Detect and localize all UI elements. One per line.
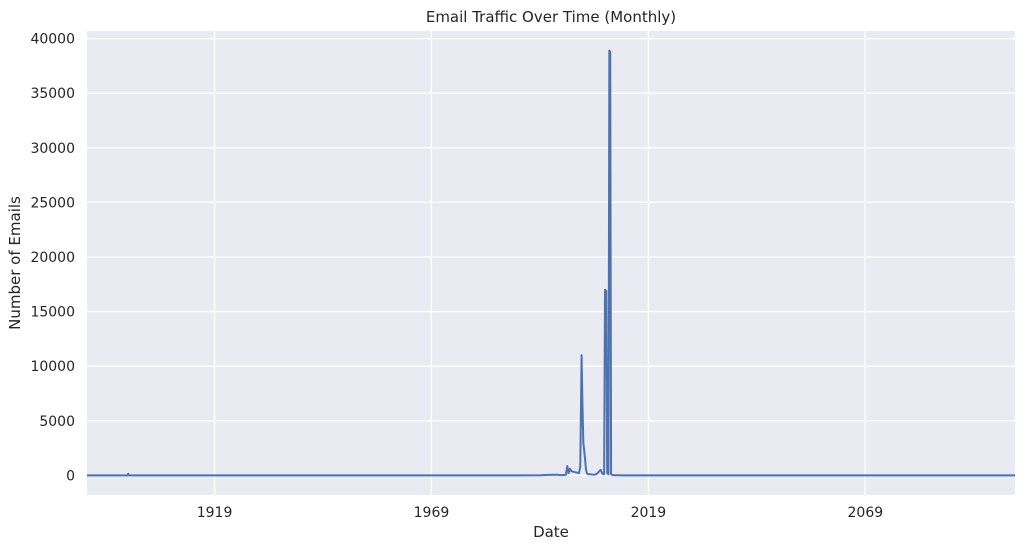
y-tick-label: 30000 bbox=[30, 141, 75, 157]
x-tick-label: 2069 bbox=[848, 505, 884, 521]
y-tick-label: 0 bbox=[66, 468, 75, 484]
x-axis-title: Date bbox=[533, 523, 569, 541]
chart-title: Email Traffic Over Time (Monthly) bbox=[426, 8, 676, 26]
series-line bbox=[87, 49, 1015, 477]
x-tick-labels: 1919 1969 2019 2069 bbox=[197, 505, 883, 521]
y-tick-label: 5000 bbox=[39, 414, 75, 430]
x-tick-label: 2019 bbox=[631, 505, 667, 521]
y-tick-label: 20000 bbox=[30, 250, 75, 266]
grid bbox=[87, 31, 1015, 495]
y-tick-label: 35000 bbox=[30, 86, 75, 102]
x-tick-label: 1969 bbox=[414, 505, 450, 521]
y-tick-labels: 0 5000 10000 15000 20000 25000 30000 35000 40000 bbox=[30, 32, 75, 485]
plot-background bbox=[87, 31, 1015, 495]
series-layer bbox=[87, 49, 1015, 477]
y-tick-label: 15000 bbox=[30, 305, 75, 321]
y-tick-label: 40000 bbox=[30, 32, 75, 48]
y-tick-label: 10000 bbox=[30, 359, 75, 375]
x-tick-label: 1919 bbox=[197, 505, 233, 521]
y-axis-title: Number of Emails bbox=[6, 196, 24, 330]
y-tick-label: 25000 bbox=[30, 195, 75, 211]
